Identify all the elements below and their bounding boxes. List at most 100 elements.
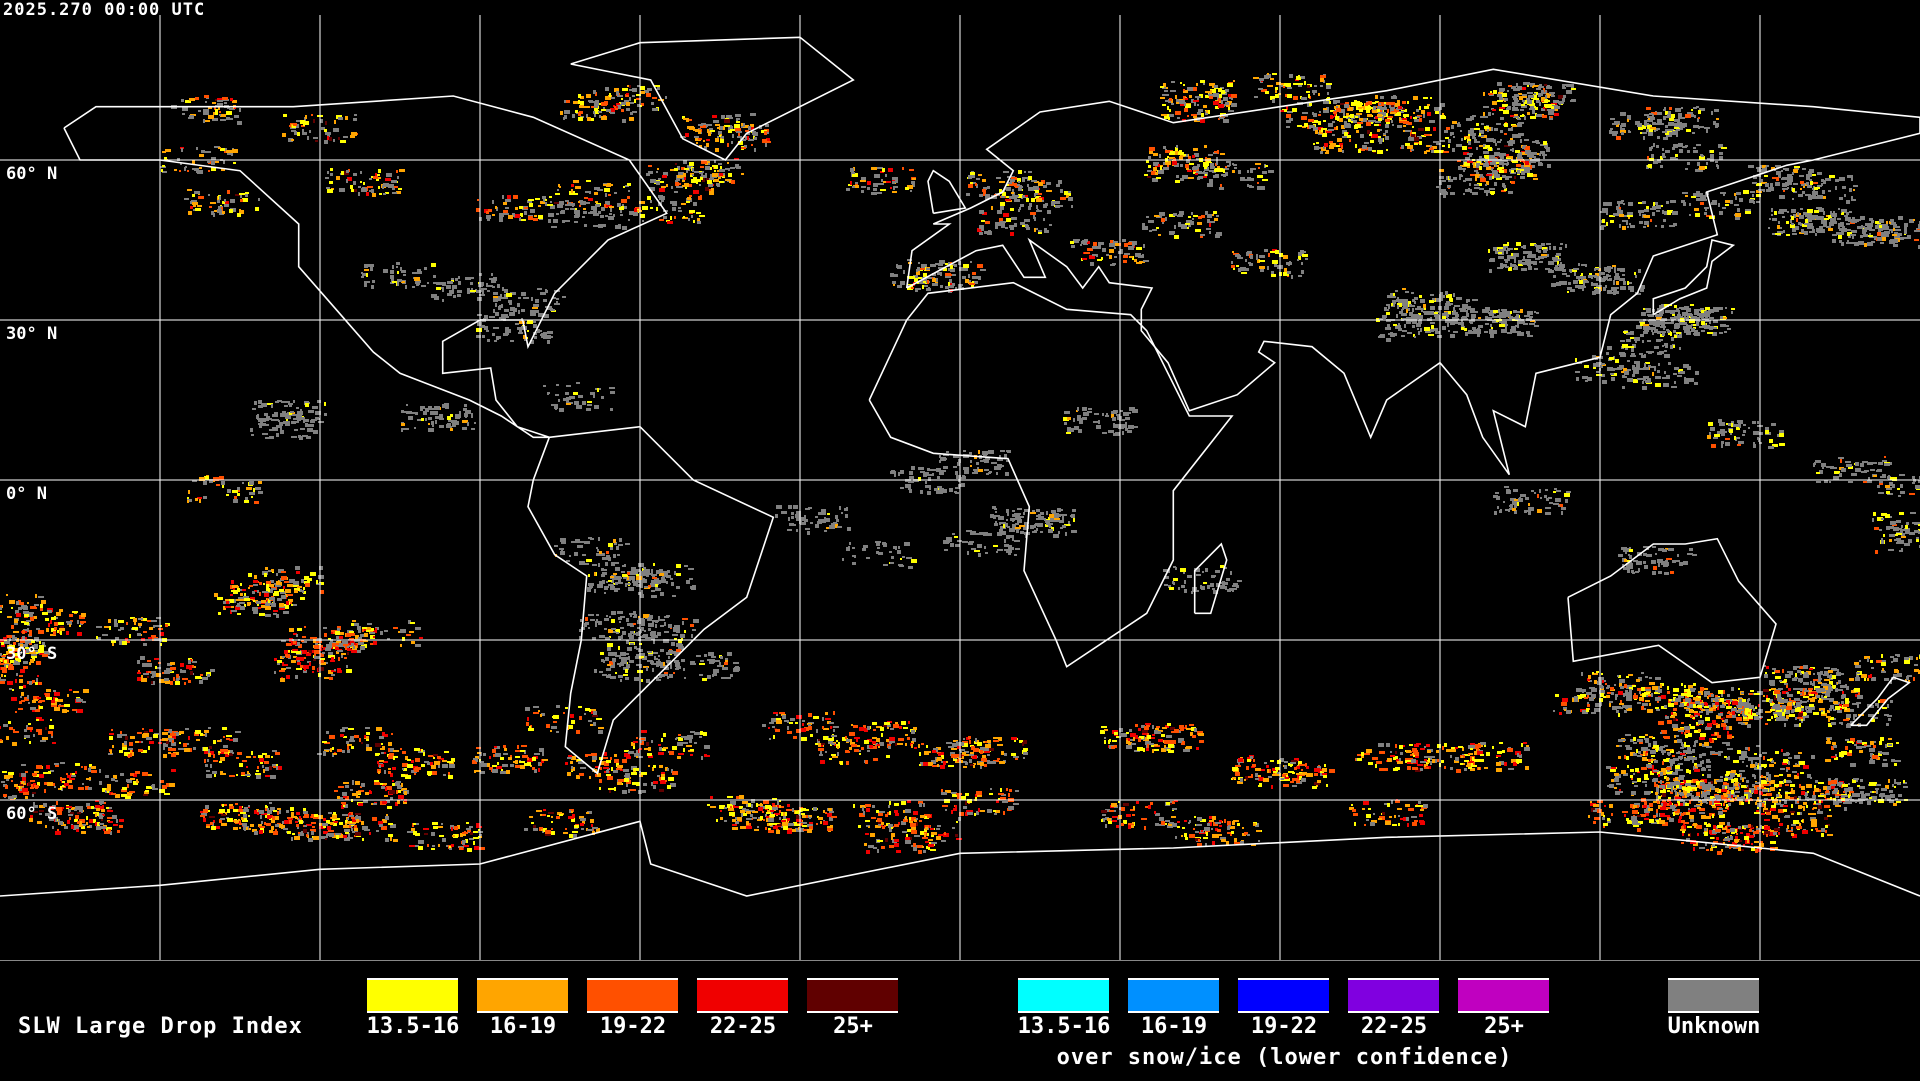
slw-pixel (6, 779, 9, 781)
slw-pixel (1707, 761, 1711, 763)
slw-pixel (37, 675, 39, 677)
slw-pixel (1791, 790, 1795, 794)
slw-pixel (110, 750, 112, 754)
slw-pixel (76, 698, 81, 702)
slw-pixel (385, 787, 387, 791)
slw-pixel (1723, 717, 1725, 720)
slw-pixel (8, 796, 14, 799)
slw-pixel (1749, 788, 1755, 790)
slw-pixel (39, 719, 44, 721)
slw-pixel (1497, 751, 1502, 754)
slw-pixel (1366, 749, 1372, 753)
slw-pixel (653, 785, 656, 789)
slw-pixel (1845, 739, 1849, 741)
slw-pixel (1607, 818, 1610, 821)
slw-pixel (1662, 785, 1665, 789)
slw-pixel (297, 662, 301, 665)
slw-pixel (659, 765, 663, 768)
slw-pixel (1112, 740, 1117, 742)
slw-pixel (86, 816, 88, 820)
slw-pixel (1806, 805, 1808, 808)
slw-pixel (1746, 780, 1749, 783)
slw-pixel (20, 669, 25, 673)
slw-pixel (1464, 768, 1467, 771)
slw-pixel (1630, 775, 1633, 778)
slw-pixel (1292, 778, 1298, 781)
slw-pixel (789, 722, 793, 724)
slw-pixel (586, 812, 589, 814)
slw-pixel (1807, 774, 1811, 778)
world-map (0, 0, 1920, 960)
slw-pixel (473, 841, 475, 845)
slw-pixel (580, 767, 586, 769)
slw-pixel (170, 667, 176, 670)
slw-pixel (291, 812, 294, 816)
slw-pixel (931, 832, 937, 835)
slw-pixel (270, 775, 275, 779)
slw-pixel (296, 634, 298, 637)
slw-pixel (325, 648, 331, 651)
slw-pixel (409, 631, 414, 633)
slw-pixel (1678, 728, 1684, 730)
slw-pixel (1353, 813, 1358, 816)
slw-pixel (182, 678, 188, 680)
slw-pixel (1813, 712, 1819, 715)
slw-pixel (293, 641, 296, 644)
slw-pixel (180, 663, 184, 667)
slw-pixel (346, 741, 349, 744)
slw-pixel (1813, 807, 1817, 809)
slw-pixel (1004, 753, 1007, 756)
slw-pixel (75, 763, 80, 766)
slw-pixel (1132, 814, 1135, 816)
slw-pixel (1751, 848, 1755, 851)
slw-pixel (1791, 804, 1793, 808)
slw-pixel (1821, 833, 1824, 837)
slw-pixel (438, 765, 440, 768)
slw-pixel (168, 752, 171, 754)
slw-pixel (1639, 697, 1644, 701)
slw-pixel (135, 771, 140, 774)
slw-pixel (1785, 815, 1790, 818)
slw-pixel (1166, 802, 1170, 805)
slw-pixel (631, 772, 637, 775)
slw-pixel (765, 806, 768, 808)
slw-pixel (770, 810, 774, 812)
slw-pixel (1755, 782, 1760, 784)
slw-pixel (1764, 819, 1770, 821)
slw-pixel (1184, 833, 1187, 837)
slw-pixel (948, 765, 954, 767)
slw-pixel (1656, 813, 1658, 817)
slw-pixel (1755, 849, 1758, 853)
slw-pixel (350, 736, 354, 740)
slw-pixel (21, 692, 24, 696)
slw-pixel (1227, 821, 1231, 825)
slw-pixel (213, 740, 216, 744)
slw-pixel (556, 731, 559, 733)
slw-pixel (567, 772, 571, 776)
slw-pixel (55, 831, 61, 835)
slw-pixel (18, 708, 23, 710)
slw-pixel (70, 773, 72, 775)
slw-pixel (913, 843, 916, 847)
slw-pixel (365, 727, 370, 729)
slw-pixel (1698, 693, 1701, 695)
slw-pixel (448, 775, 453, 779)
slw-pixel (1903, 780, 1905, 783)
slw-pixel (624, 775, 628, 777)
slw-pixel (1775, 847, 1778, 849)
slw-pixel (504, 748, 507, 751)
slw-pixel (1823, 698, 1829, 700)
slw-pixel (235, 731, 241, 733)
slw-pixel (407, 831, 413, 833)
slw-pixel (213, 754, 215, 758)
slw-pixel (816, 823, 818, 825)
slw-pixel (43, 772, 48, 774)
slw-pixel (1764, 674, 1768, 678)
slw-pixel (22, 777, 26, 781)
slw-pixel (289, 628, 294, 632)
slw-pixel (822, 726, 824, 729)
slw-pixel (732, 824, 737, 826)
slw-pixel (143, 673, 149, 675)
slw-pixel (1361, 752, 1364, 756)
slw-pixel (569, 834, 573, 838)
